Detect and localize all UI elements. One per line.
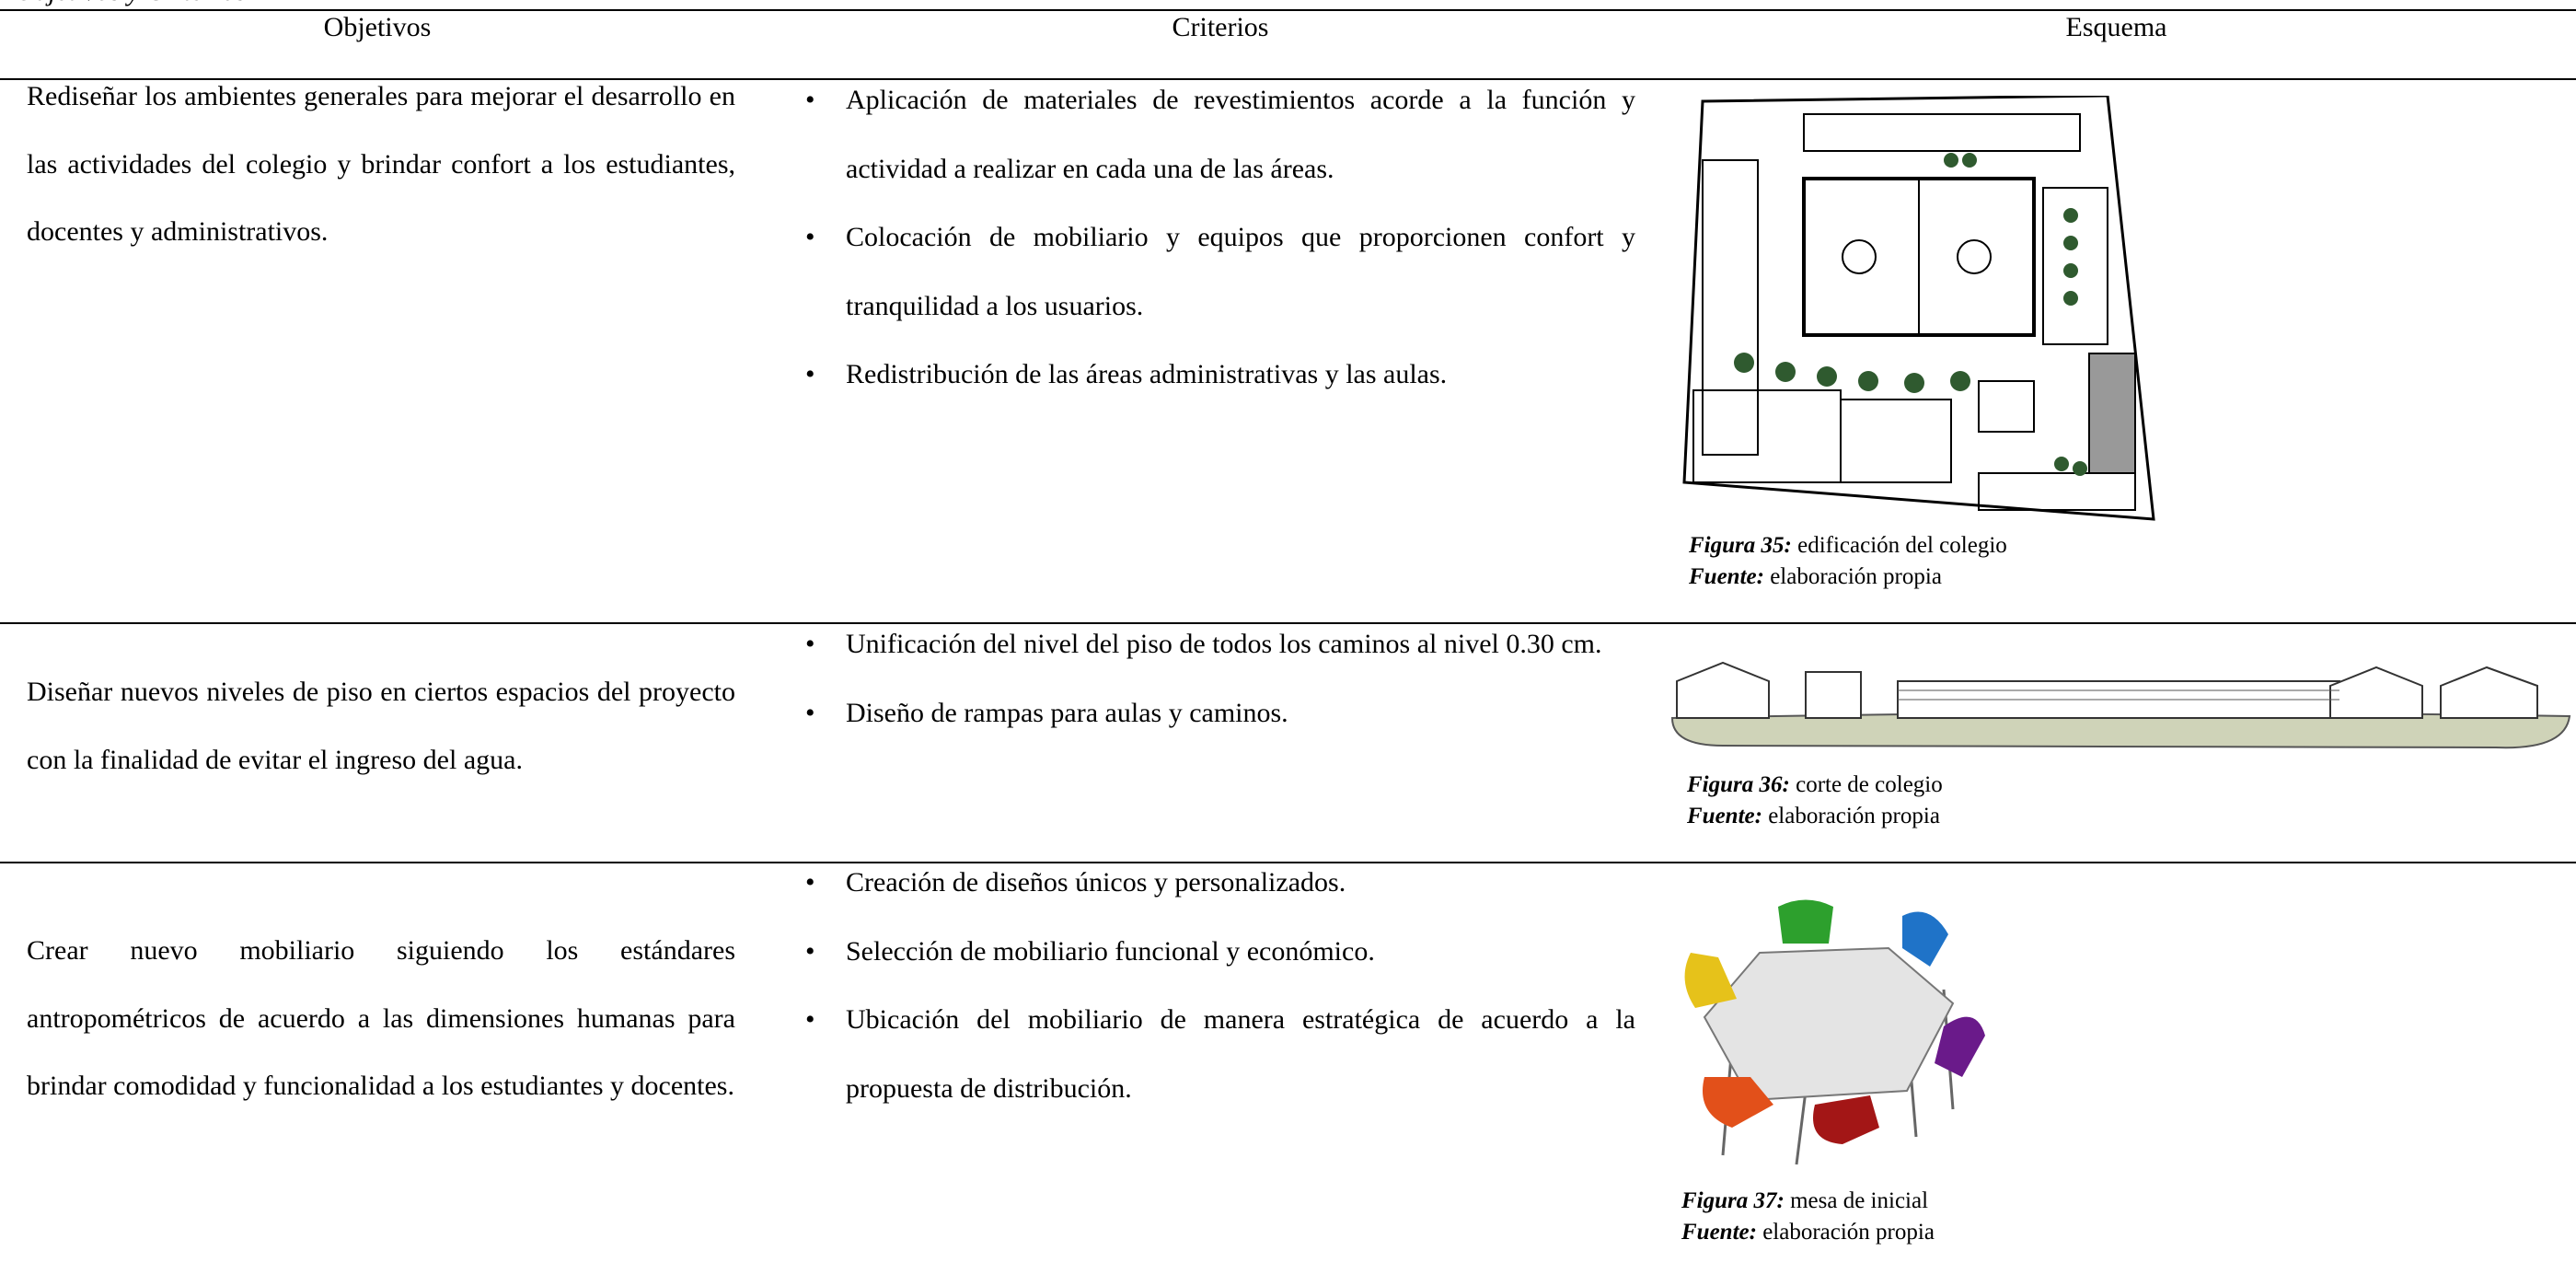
site-plan <box>1682 96 2155 521</box>
column-header: Criterios <box>1172 12 1269 42</box>
caption-text: edificación del colegio <box>1797 533 2007 558</box>
criterion: Selección de mobiliario funcional y econ… <box>805 918 1635 987</box>
source-label: Fuente: <box>1689 564 1764 589</box>
criterion: Ubicación del mobiliario de manera estra… <box>805 986 1635 1123</box>
criterion: Redistribución de las áreas administrati… <box>805 341 1635 410</box>
source-text: elaboración propia <box>1762 1220 1935 1245</box>
caption-text: corte de colegio <box>1796 772 1943 797</box>
objective: Crear nuevo mobiliario siguiendo los est… <box>27 935 735 1101</box>
column-header: Objetivos <box>323 12 432 42</box>
source-label: Fuente: <box>1681 1220 1757 1245</box>
criterion: Diseño de rampas para aulas y caminos. <box>805 679 1635 748</box>
objective: Rediseñar los ambientes generales para m… <box>27 81 735 247</box>
figure-label: Figura 35: <box>1689 533 1792 558</box>
source-text: elaboración propia <box>1768 804 1940 828</box>
figure-caption: Figura 37: mesa de inicial <box>1681 1186 1928 1217</box>
rule <box>0 9 2576 11</box>
table-title: Objetivos y Criterios <box>15 0 247 7</box>
objective: Diseñar nuevos niveles de piso en cierto… <box>27 677 735 775</box>
figure-caption: Figura 35: edificación del colegio <box>1689 530 2007 562</box>
criteria-list: Unificación del nivel del piso de todos … <box>805 610 1635 747</box>
criterion: Colocación de mobiliario y equipos que p… <box>805 203 1635 341</box>
figure-source: Fuente: elaboración propia <box>1689 562 1942 593</box>
criteria-list: Aplicación de materiales de revestimient… <box>805 66 1635 410</box>
column-header: Esquema <box>2065 12 2167 42</box>
figure-label: Figura 37: <box>1681 1188 1785 1213</box>
criterion: Aplicación de materiales de revestimient… <box>805 66 1635 203</box>
criteria-list: Creación de diseños únicos y personaliza… <box>805 849 1635 1123</box>
figure-caption: Figura 36: corte de colegio <box>1687 770 1943 801</box>
caption-text: mesa de inicial <box>1790 1188 1929 1213</box>
figure-source: Fuente: elaboración propia <box>1681 1217 1935 1248</box>
figure-label: Figura 36: <box>1687 772 1790 797</box>
figure-source: Fuente: elaboración propia <box>1687 801 1940 832</box>
source-text: elaboración propia <box>1770 564 1942 589</box>
criterion: Unificación del nivel del piso de todos … <box>805 610 1635 679</box>
source-label: Fuente: <box>1687 804 1762 828</box>
section-drawing <box>1670 661 2571 749</box>
criterion: Creación de diseños únicos y personaliza… <box>805 849 1635 918</box>
table-render <box>1684 899 1985 1165</box>
